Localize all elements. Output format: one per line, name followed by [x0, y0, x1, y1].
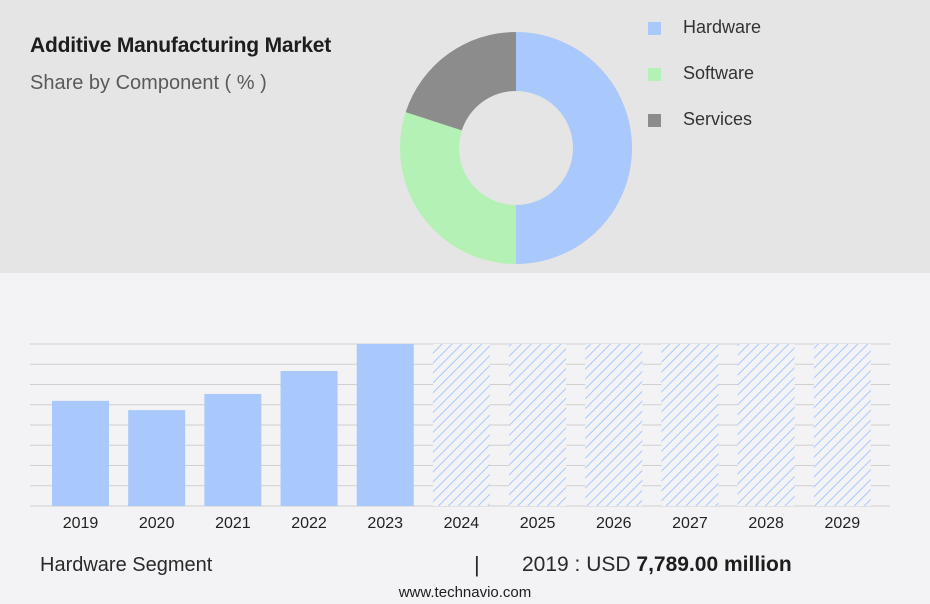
- bar-2022: [280, 371, 338, 506]
- donut-chart: [400, 32, 632, 265]
- chart-subtitle: Share by Component ( % ): [30, 72, 267, 94]
- bar-forecast-2025: [509, 344, 567, 506]
- x-tick-label: 2029: [825, 515, 861, 532]
- legend-label-services: Services: [683, 109, 753, 129]
- x-tick-label: 2023: [367, 515, 403, 532]
- chart-title: Additive Manufacturing Market: [30, 34, 332, 57]
- legend-item-software: Software: [648, 63, 848, 85]
- footer-divider: |: [474, 552, 480, 577]
- legend-swatch-software: [648, 68, 661, 81]
- donut-slice-hardware: [516, 32, 632, 264]
- bar-2023: [356, 344, 414, 506]
- x-tick-label: 2026: [596, 515, 632, 532]
- donut-slice-software: [400, 112, 516, 265]
- x-tick-label: 2020: [139, 515, 175, 532]
- bar-2019: [52, 400, 109, 506]
- source-link[interactable]: www.technavio.com: [398, 584, 532, 601]
- bar-forecast-2028: [737, 344, 795, 506]
- bar-forecast-2029: [813, 344, 871, 506]
- donut-slice-services: [405, 32, 516, 131]
- bar-chart: 2019 2020 2021 2022 2023 2024 2025 2026 2027 2028…: [30, 343, 890, 532]
- legend-swatch-hardware: [648, 22, 661, 35]
- x-tick-label: 2028: [748, 515, 784, 532]
- x-tick-label: 2024: [444, 515, 480, 532]
- x-tick-label: 2021: [215, 515, 251, 532]
- x-tick-label: 2025: [520, 515, 556, 532]
- segment-value-prefix: 2019 : USD: [522, 553, 631, 576]
- legend-swatch-services: [648, 114, 661, 127]
- x-tick-label: 2027: [672, 515, 708, 532]
- bar-forecast-2024: [432, 344, 490, 506]
- legend-label-software: Software: [683, 63, 755, 83]
- bar-forecast-2027: [661, 344, 719, 506]
- segment-value-number: 7,789.00 million: [636, 553, 792, 576]
- legend-item-services: Services: [648, 109, 848, 131]
- x-tick-label: 2022: [291, 515, 327, 532]
- bar-2021: [204, 393, 262, 506]
- x-tick-label: 2019: [63, 515, 99, 532]
- segment-value: 2019 : USD 7,789.00 million: [522, 553, 792, 577]
- segment-label: Hardware Segment: [40, 554, 213, 576]
- bar-2020: [128, 410, 186, 506]
- bar-forecast-2026: [585, 344, 643, 506]
- legend-label-hardware: Hardware: [683, 17, 762, 37]
- legend-item-hardware: Hardware: [648, 17, 848, 39]
